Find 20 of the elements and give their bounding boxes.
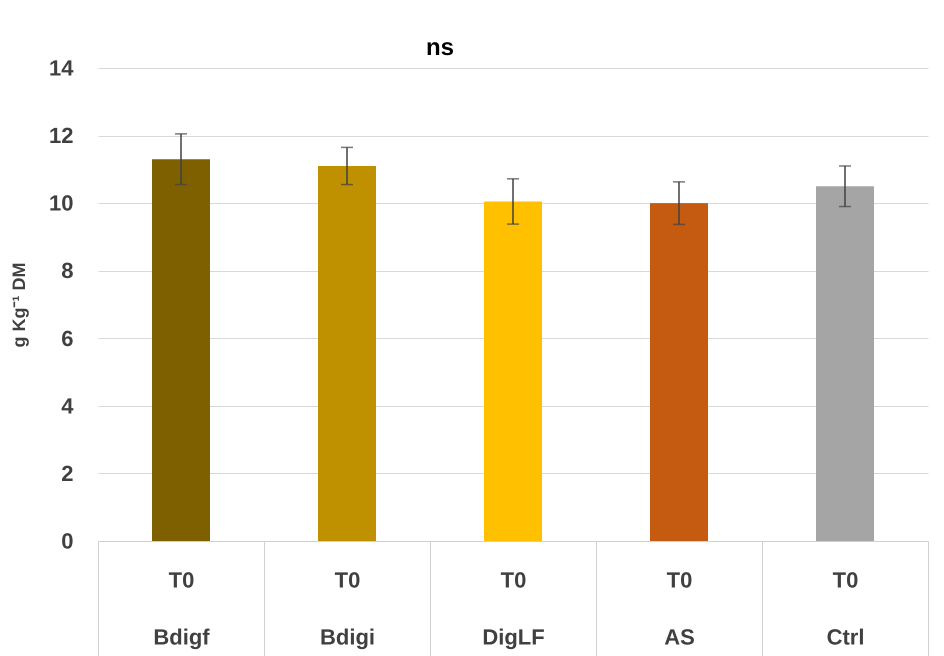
bar <box>152 159 210 541</box>
bar <box>318 166 376 541</box>
y-axis-title: g Kg⁻¹ DM <box>9 262 30 348</box>
category-label: T0 Ctrl <box>826 568 864 650</box>
category-label: T0 Bdigf <box>153 568 210 650</box>
category-label: T0 AS <box>664 568 695 650</box>
bar <box>816 186 874 541</box>
y-tick-label: 12 <box>49 123 74 148</box>
y-tick-label: 0 <box>61 528 74 554</box>
y-tick-label: 4 <box>61 393 74 418</box>
y-tick-label: 14 <box>49 56 74 80</box>
y-tick-label: 8 <box>61 258 74 284</box>
category-label: T0 Bdigi <box>320 568 375 650</box>
bar <box>484 201 542 541</box>
text: ns <box>426 34 454 61</box>
y-tick-label: 6 <box>61 326 74 351</box>
y-tick-label: 2 <box>61 460 74 486</box>
y-tick-label: 10 <box>49 190 74 216</box>
category-label: T0 DigLF <box>482 568 545 650</box>
bar <box>650 203 708 541</box>
